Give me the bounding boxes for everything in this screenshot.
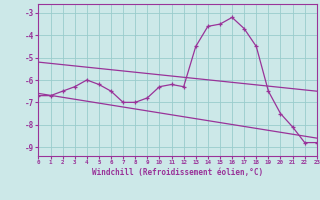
X-axis label: Windchill (Refroidissement éolien,°C): Windchill (Refroidissement éolien,°C) (92, 168, 263, 177)
